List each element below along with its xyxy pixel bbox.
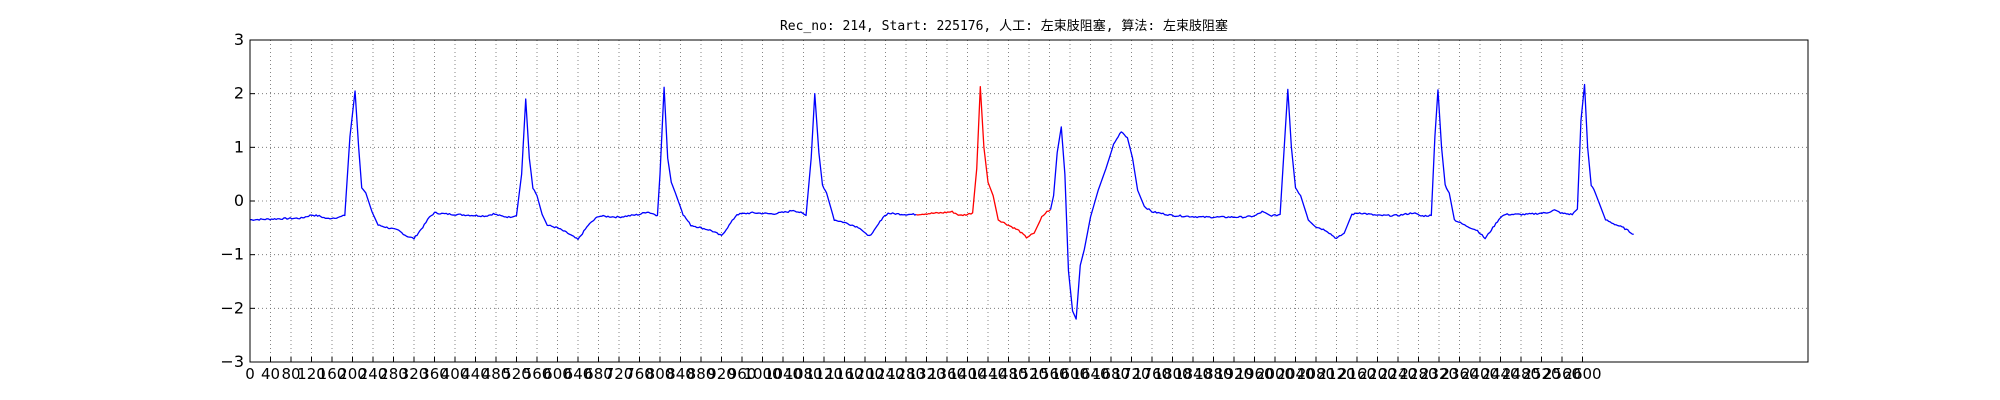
x-tick-label: 2160 [1338,365,1376,383]
x-tick-label: 1640 [1071,365,1109,383]
x-tick-label: 2480 [1502,365,1540,383]
x-tick-label: 760 [625,365,654,383]
x-tick-label: 1240 [866,365,904,383]
x-tick-label: 1040 [764,365,802,383]
x-tick-label: 80 [281,365,300,383]
x-tick-label: 2520 [1522,365,1560,383]
x-tick-label: 160 [318,365,347,383]
x-tick-label: 40 [261,365,280,383]
x-tick-label: 1400 [948,365,986,383]
x-tick-label: 2240 [1379,365,1417,383]
x-tick-label: 2080 [1297,365,1335,383]
y-tick-label: 0 [234,191,244,210]
y-tick-label: −3 [220,352,244,371]
x-tick-label: 2560 [1543,365,1581,383]
x-tick-label: 440 [461,365,490,383]
y-tick-label: 1 [234,137,244,156]
x-tick-label: 600 [543,365,572,383]
x-tick-label: 1920 [1215,365,1253,383]
x-tick-label: 2200 [1358,365,1396,383]
x-tick-label: 560 [523,365,552,383]
x-tick-label: 2600 [1563,365,1601,383]
x-tick-label: 2280 [1399,365,1437,383]
x-tick-label: 1520 [1010,365,1048,383]
x-tick-label: 2360 [1440,365,1478,383]
x-tick-label: 880 [687,365,716,383]
y-tick-label: 3 [234,30,244,49]
x-tick-label: 360 [420,365,449,383]
x-tick-label: 2040 [1276,365,1314,383]
x-tick-label: 800 [646,365,675,383]
x-tick-label: 1160 [825,365,863,383]
x-tick-label: 2320 [1420,365,1458,383]
x-tick-label: 1200 [846,365,884,383]
x-tick-label: 960 [728,365,757,383]
x-tick-label: 1800 [1153,365,1191,383]
y-tick-label: 2 [234,84,244,103]
x-tick-label: 200 [338,365,367,383]
x-tick-label: 1560 [1030,365,1068,383]
x-tick-label: 680 [584,365,613,383]
x-tick-label: 1080 [784,365,822,383]
x-tick-label: 400 [441,365,470,383]
x-tick-label: 2440 [1481,365,1519,383]
x-tick-label: 1360 [928,365,966,383]
x-tick-label: 1280 [887,365,925,383]
x-tick-label: 1120 [805,365,843,383]
x-axis: 0 40 8012016020024028032036040044048052056… [245,357,1602,383]
x-tick-label: 1440 [969,365,1007,383]
x-tick-label: 320 [400,365,429,383]
grid [249,39,1808,363]
y-tick-label: −2 [220,298,244,317]
x-tick-label: 1880 [1194,365,1232,383]
x-tick-label: 240 [359,365,388,383]
x-tick-label: 1840 [1174,365,1212,383]
x-tick-label: 1720 [1112,365,1150,383]
x-tick-label: 2400 [1461,365,1499,383]
x-tick-label: 0 [245,365,255,383]
x-tick-label: 480 [482,365,511,383]
x-tick-label: 1600 [1051,365,1089,383]
ecg-trace-segment-1 [249,86,917,241]
x-tick-label: 920 [707,365,736,383]
ecg-trace-segment-2 [916,86,1051,239]
x-tick-label: 1000 [743,365,781,383]
x-tick-label: 120 [297,365,326,383]
x-tick-label: 720 [605,365,634,383]
ecg-traces [249,83,1634,320]
x-tick-label: 2000 [1256,365,1294,383]
y-tick-label: −1 [220,245,244,264]
chart-title: Rec_no: 214, Start: 225176, 人工: 左束肢阻塞, 算… [780,18,1228,34]
x-tick-label: 840 [666,365,695,383]
ecg-trace-segment-3 [1049,83,1634,320]
x-tick-label: 520 [502,365,531,383]
x-tick-label: 1680 [1092,365,1130,383]
x-tick-label: 1320 [907,365,945,383]
x-tick-label: 1480 [989,365,1027,383]
y-axis: 3 2 1 0 −1 −2 −3 [220,30,255,371]
x-tick-label: 640 [564,365,593,383]
x-tick-label: 2120 [1317,365,1355,383]
x-tick-label: 1960 [1235,365,1273,383]
x-tick-label: 280 [379,365,408,383]
x-tick-label: 1760 [1133,365,1171,383]
